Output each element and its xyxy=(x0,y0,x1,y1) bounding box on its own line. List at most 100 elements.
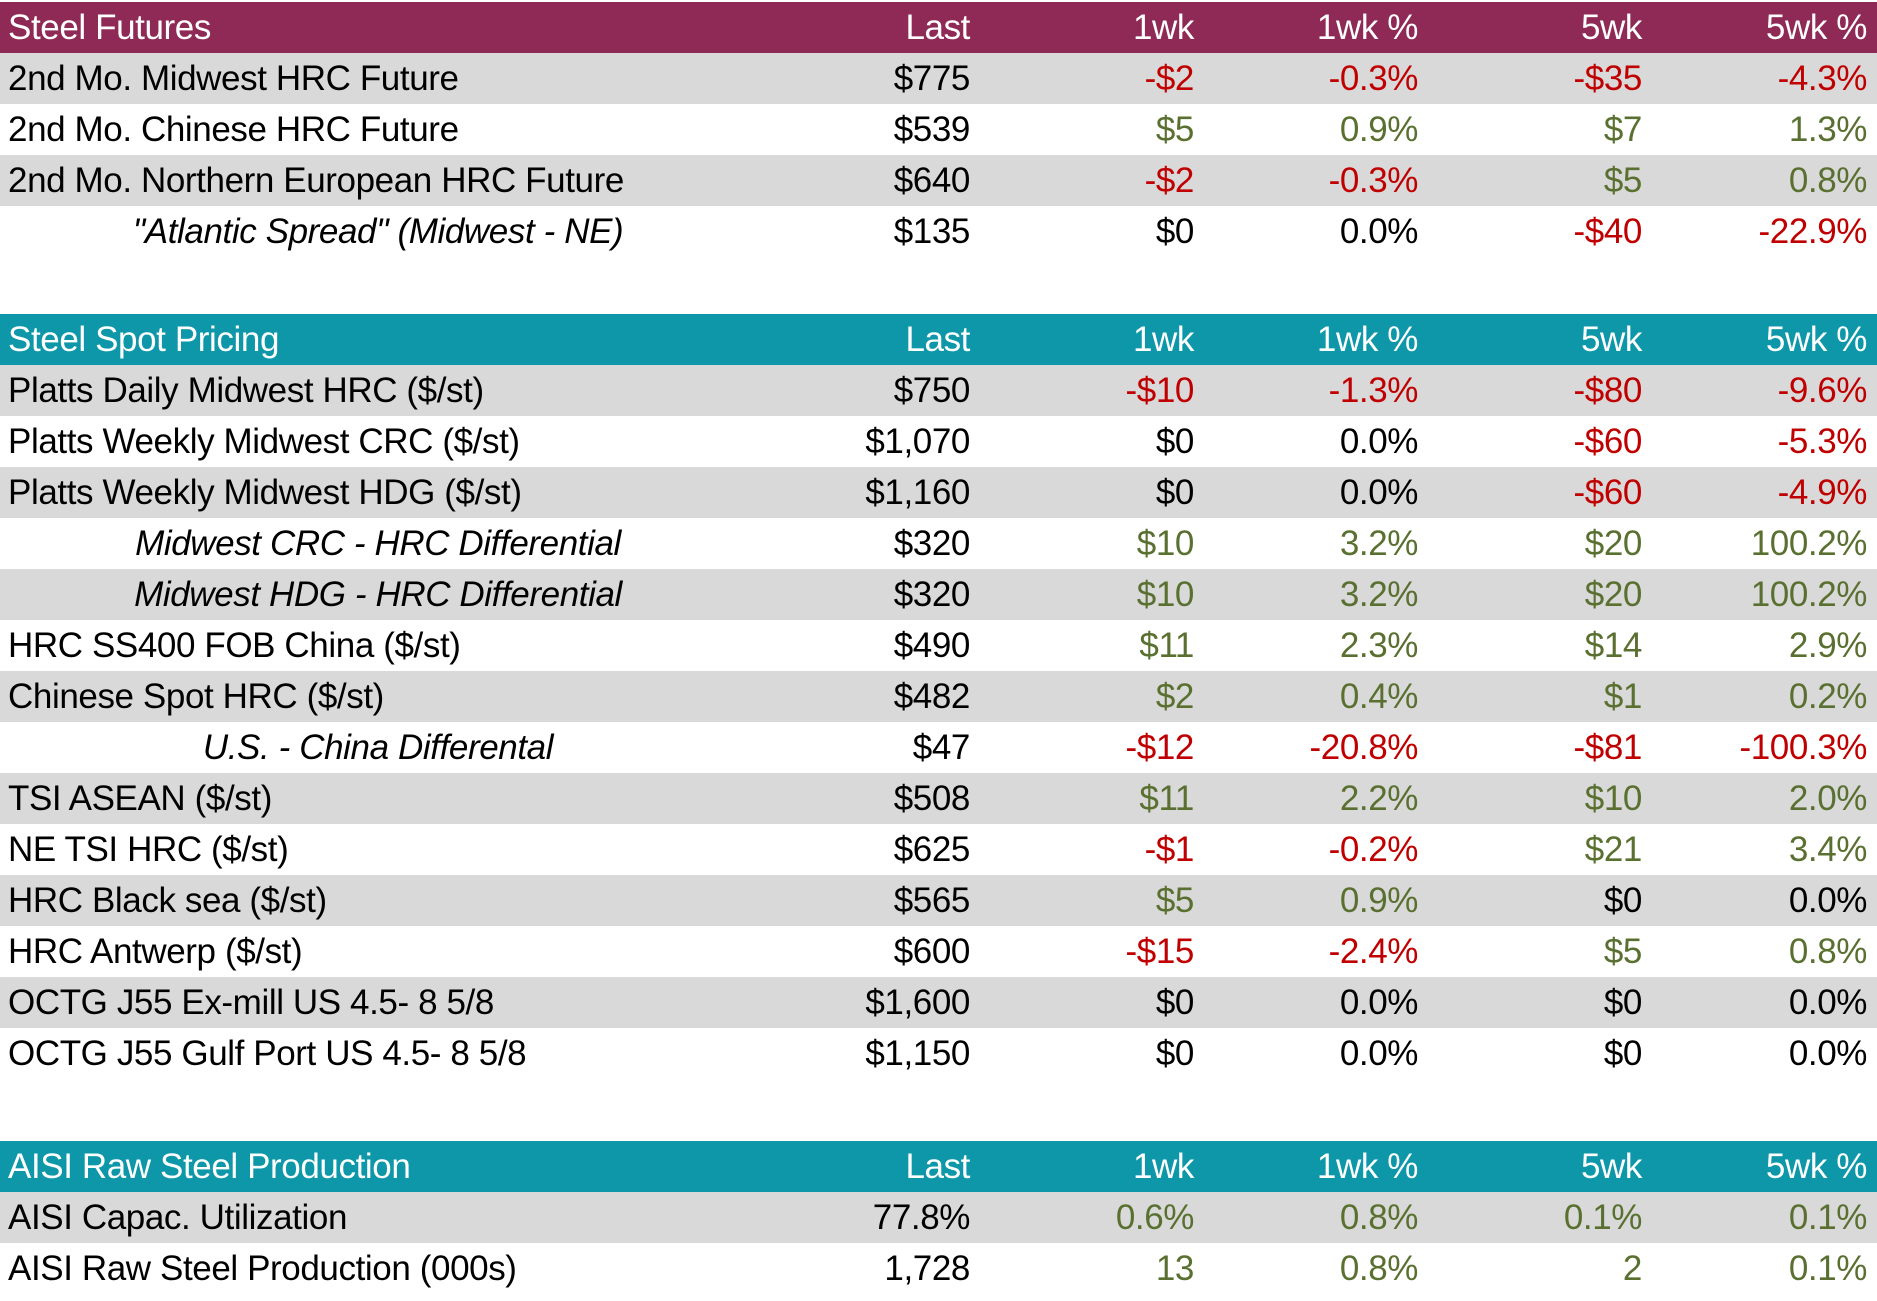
cell-1wk[interactable]: $5 xyxy=(1155,881,1195,920)
cell-5wk-pct[interactable]: 0.0% xyxy=(1788,1034,1868,1073)
col-header-5wk-pct[interactable]: 5wk % xyxy=(1765,8,1867,47)
cell-1wk-pct[interactable]: 0.0% xyxy=(1339,212,1419,251)
cell-5wk-pct[interactable]: 3.4% xyxy=(1788,830,1868,869)
cell-1wk-pct[interactable]: 0.9% xyxy=(1339,881,1419,920)
cell-5wk[interactable]: $1 xyxy=(1603,677,1643,716)
row-label[interactable]: 2nd Mo. Chinese HRC Future xyxy=(8,110,459,149)
cell-1wk[interactable]: $0 xyxy=(1155,212,1195,251)
cell-last[interactable]: $320 xyxy=(893,524,971,563)
cell-1wk[interactable]: $11 xyxy=(1139,626,1194,665)
cell-5wk[interactable]: -$80 xyxy=(1573,371,1643,410)
cell-5wk-pct[interactable]: -22.9% xyxy=(1758,212,1868,251)
cell-1wk[interactable]: $2 xyxy=(1155,677,1195,716)
col-header-last[interactable]: Last xyxy=(905,320,970,359)
cell-1wk[interactable]: -$10 xyxy=(1125,371,1195,410)
row-label[interactable]: 2nd Mo. Midwest HRC Future xyxy=(8,59,459,98)
cell-1wk[interactable]: -$15 xyxy=(1125,932,1195,971)
cell-1wk-pct[interactable]: -1.3% xyxy=(1328,371,1419,410)
cell-last[interactable]: $640 xyxy=(893,161,971,200)
cell-1wk-pct[interactable]: 0.4% xyxy=(1339,677,1419,716)
cell-1wk-pct[interactable]: 0.0% xyxy=(1339,422,1419,461)
cell-1wk-pct[interactable]: 3.2% xyxy=(1339,575,1419,614)
col-header-5wk[interactable]: 5wk xyxy=(1580,1147,1642,1186)
col-header-1wk-pct[interactable]: 1wk % xyxy=(1316,8,1418,47)
cell-1wk[interactable]: -$2 xyxy=(1144,59,1195,98)
cell-5wk-pct[interactable]: 100.2% xyxy=(1750,524,1868,563)
cell-5wk[interactable]: $0 xyxy=(1603,881,1643,920)
cell-1wk[interactable]: -$1 xyxy=(1144,830,1195,869)
cell-last[interactable]: $775 xyxy=(893,59,971,98)
col-header-1wk[interactable]: 1wk xyxy=(1132,1147,1194,1186)
row-label[interactable]: "Atlantic Spread" (Midwest - NE) xyxy=(132,212,624,251)
cell-5wk[interactable]: $5 xyxy=(1603,161,1643,200)
cell-1wk[interactable]: $0 xyxy=(1155,422,1195,461)
cell-1wk[interactable]: $0 xyxy=(1155,1034,1195,1073)
col-header-last[interactable]: Last xyxy=(905,1147,970,1186)
cell-last[interactable]: $565 xyxy=(893,881,971,920)
cell-last[interactable]: $625 xyxy=(893,830,971,869)
cell-5wk-pct[interactable]: 0.8% xyxy=(1788,932,1868,971)
row-label[interactable]: NE TSI HRC ($/st) xyxy=(8,830,289,869)
cell-1wk[interactable]: -$2 xyxy=(1144,161,1195,200)
col-header-5wk[interactable]: 5wk xyxy=(1580,320,1642,359)
cell-1wk[interactable]: $0 xyxy=(1155,983,1195,1022)
cell-5wk-pct[interactable]: 0.1% xyxy=(1788,1198,1868,1237)
cell-1wk-pct[interactable]: -0.3% xyxy=(1328,161,1419,200)
cell-1wk[interactable]: -$12 xyxy=(1125,728,1195,767)
cell-last[interactable]: $1,070 xyxy=(865,422,970,461)
col-header-1wk-pct[interactable]: 1wk % xyxy=(1316,1147,1418,1186)
cell-last[interactable]: 77.8% xyxy=(872,1198,971,1237)
cell-last[interactable]: $490 xyxy=(893,626,971,665)
cell-5wk[interactable]: -$40 xyxy=(1573,212,1643,251)
cell-1wk-pct[interactable]: 0.0% xyxy=(1339,473,1419,512)
row-label[interactable]: Midwest CRC - HRC Differential xyxy=(135,524,621,563)
cell-last[interactable]: $508 xyxy=(893,779,971,818)
cell-last[interactable]: $1,150 xyxy=(865,1034,970,1073)
cell-5wk-pct[interactable]: -4.3% xyxy=(1777,59,1868,98)
cell-5wk[interactable]: $20 xyxy=(1584,524,1643,563)
row-label[interactable]: OCTG J55 Gulf Port US 4.5- 8 5/8 xyxy=(8,1034,527,1073)
row-label[interactable]: OCTG J55 Ex-mill US 4.5- 8 5/8 xyxy=(8,983,494,1022)
cell-5wk[interactable]: $7 xyxy=(1603,110,1643,149)
cell-5wk[interactable]: $20 xyxy=(1584,575,1643,614)
row-label[interactable]: AISI Capac. Utilization xyxy=(8,1198,348,1237)
cell-1wk-pct[interactable]: 0.8% xyxy=(1339,1249,1419,1288)
cell-1wk-pct[interactable]: -20.8% xyxy=(1309,728,1419,767)
cell-last[interactable]: $1,160 xyxy=(865,473,970,512)
cell-5wk-pct[interactable]: 0.1% xyxy=(1788,1249,1868,1288)
cell-1wk-pct[interactable]: -0.2% xyxy=(1328,830,1419,869)
col-header-5wk[interactable]: 5wk xyxy=(1580,8,1642,47)
cell-1wk-pct[interactable]: 0.0% xyxy=(1339,983,1419,1022)
cell-5wk[interactable]: $0 xyxy=(1603,983,1643,1022)
row-label[interactable]: Midwest HDG - HRC Differential xyxy=(134,575,622,614)
cell-1wk-pct[interactable]: -0.3% xyxy=(1328,59,1419,98)
cell-5wk-pct[interactable]: 1.3% xyxy=(1788,110,1868,149)
col-header-5wk-pct[interactable]: 5wk % xyxy=(1765,1147,1867,1186)
row-label[interactable]: Platts Weekly Midwest HDG ($/st) xyxy=(8,473,522,512)
cell-5wk-pct[interactable]: -100.3% xyxy=(1739,728,1867,767)
cell-5wk[interactable]: $0 xyxy=(1603,1034,1643,1073)
cell-5wk-pct[interactable]: 0.8% xyxy=(1788,161,1868,200)
cell-5wk[interactable]: -$81 xyxy=(1573,728,1643,767)
col-header-1wk[interactable]: 1wk xyxy=(1132,8,1194,47)
row-label[interactable]: Platts Weekly Midwest CRC ($/st) xyxy=(8,422,520,461)
cell-1wk-pct[interactable]: 0.0% xyxy=(1339,1034,1419,1073)
row-label[interactable]: HRC Black sea ($/st) xyxy=(8,881,327,920)
cell-5wk-pct[interactable]: -4.9% xyxy=(1777,473,1868,512)
cell-1wk[interactable]: $0 xyxy=(1155,473,1195,512)
cell-5wk-pct[interactable]: 2.0% xyxy=(1788,779,1868,818)
cell-5wk-pct[interactable]: 0.0% xyxy=(1788,983,1868,1022)
cell-1wk-pct[interactable]: 3.2% xyxy=(1339,524,1419,563)
col-header-1wk[interactable]: 1wk xyxy=(1132,320,1194,359)
cell-5wk-pct[interactable]: 0.2% xyxy=(1788,677,1868,716)
cell-last[interactable]: 1,728 xyxy=(884,1249,970,1288)
col-header-5wk-pct[interactable]: 5wk % xyxy=(1765,320,1867,359)
cell-5wk-pct[interactable]: 0.0% xyxy=(1788,881,1868,920)
row-label[interactable]: U.S. - China Differental xyxy=(202,728,554,767)
row-label[interactable]: TSI ASEAN ($/st) xyxy=(8,779,272,818)
cell-1wk[interactable]: 13 xyxy=(1155,1249,1195,1288)
cell-1wk[interactable]: $5 xyxy=(1155,110,1195,149)
cell-1wk[interactable]: 0.6% xyxy=(1115,1198,1195,1237)
cell-5wk[interactable]: $10 xyxy=(1584,779,1643,818)
row-label[interactable]: Chinese Spot HRC ($/st) xyxy=(8,677,384,716)
